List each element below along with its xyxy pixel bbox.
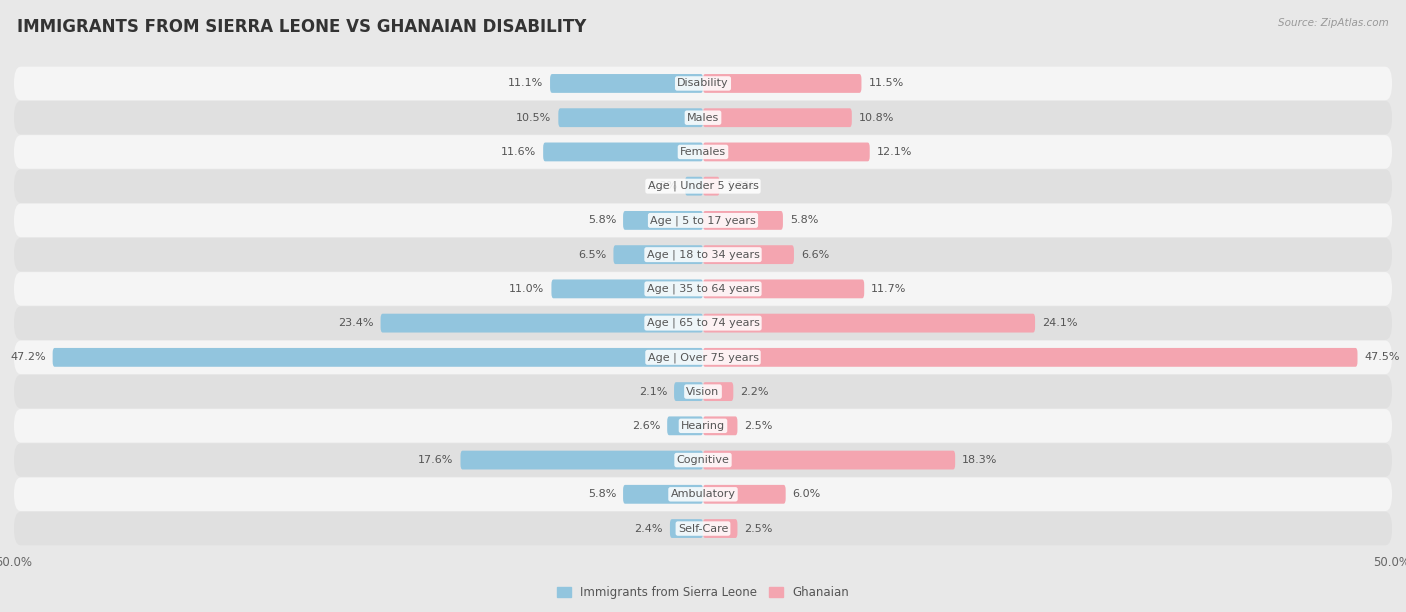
FancyBboxPatch shape — [703, 519, 738, 538]
Text: 10.8%: 10.8% — [859, 113, 894, 122]
FancyBboxPatch shape — [14, 272, 1392, 305]
FancyBboxPatch shape — [14, 170, 1392, 203]
Text: 18.3%: 18.3% — [962, 455, 997, 465]
Text: Age | 18 to 34 years: Age | 18 to 34 years — [647, 250, 759, 260]
FancyBboxPatch shape — [703, 108, 852, 127]
Text: IMMIGRANTS FROM SIERRA LEONE VS GHANAIAN DISABILITY: IMMIGRANTS FROM SIERRA LEONE VS GHANAIAN… — [17, 18, 586, 36]
Text: 5.8%: 5.8% — [790, 215, 818, 225]
FancyBboxPatch shape — [14, 375, 1392, 408]
FancyBboxPatch shape — [14, 238, 1392, 271]
FancyBboxPatch shape — [703, 280, 865, 298]
FancyBboxPatch shape — [14, 477, 1392, 511]
Text: Age | 65 to 74 years: Age | 65 to 74 years — [647, 318, 759, 329]
Text: 6.6%: 6.6% — [801, 250, 830, 259]
Text: 17.6%: 17.6% — [418, 455, 454, 465]
FancyBboxPatch shape — [668, 416, 703, 435]
Text: 2.1%: 2.1% — [638, 387, 668, 397]
FancyBboxPatch shape — [703, 450, 955, 469]
Text: 23.4%: 23.4% — [339, 318, 374, 328]
FancyBboxPatch shape — [703, 314, 1035, 332]
FancyBboxPatch shape — [550, 74, 703, 93]
Text: 2.5%: 2.5% — [744, 421, 773, 431]
Text: 47.5%: 47.5% — [1364, 353, 1400, 362]
FancyBboxPatch shape — [703, 74, 862, 93]
Text: 11.7%: 11.7% — [872, 284, 907, 294]
Legend: Immigrants from Sierra Leone, Ghanaian: Immigrants from Sierra Leone, Ghanaian — [553, 581, 853, 603]
FancyBboxPatch shape — [703, 177, 720, 196]
FancyBboxPatch shape — [613, 245, 703, 264]
FancyBboxPatch shape — [551, 280, 703, 298]
Text: 2.4%: 2.4% — [634, 523, 664, 534]
FancyBboxPatch shape — [703, 382, 734, 401]
Text: Vision: Vision — [686, 387, 720, 397]
Text: 2.2%: 2.2% — [740, 387, 769, 397]
Text: 12.1%: 12.1% — [876, 147, 912, 157]
FancyBboxPatch shape — [703, 245, 794, 264]
Text: 2.6%: 2.6% — [631, 421, 661, 431]
FancyBboxPatch shape — [14, 512, 1392, 545]
FancyBboxPatch shape — [703, 211, 783, 230]
FancyBboxPatch shape — [14, 341, 1392, 374]
FancyBboxPatch shape — [461, 450, 703, 469]
Text: Self-Care: Self-Care — [678, 523, 728, 534]
Text: Ambulatory: Ambulatory — [671, 490, 735, 499]
Text: Disability: Disability — [678, 78, 728, 89]
Text: 1.2%: 1.2% — [727, 181, 755, 191]
Text: Age | 35 to 64 years: Age | 35 to 64 years — [647, 283, 759, 294]
FancyBboxPatch shape — [52, 348, 703, 367]
Text: 5.8%: 5.8% — [588, 215, 616, 225]
FancyBboxPatch shape — [623, 211, 703, 230]
Text: 24.1%: 24.1% — [1042, 318, 1077, 328]
FancyBboxPatch shape — [14, 409, 1392, 442]
FancyBboxPatch shape — [558, 108, 703, 127]
FancyBboxPatch shape — [14, 101, 1392, 135]
Text: 11.5%: 11.5% — [869, 78, 904, 89]
FancyBboxPatch shape — [685, 177, 703, 196]
Text: Age | Under 5 years: Age | Under 5 years — [648, 181, 758, 192]
Text: 2.5%: 2.5% — [744, 523, 773, 534]
Text: 11.6%: 11.6% — [501, 147, 536, 157]
Text: Cognitive: Cognitive — [676, 455, 730, 465]
Text: 6.0%: 6.0% — [793, 490, 821, 499]
FancyBboxPatch shape — [14, 307, 1392, 340]
Text: 47.2%: 47.2% — [10, 353, 46, 362]
Text: Males: Males — [688, 113, 718, 122]
FancyBboxPatch shape — [14, 204, 1392, 237]
FancyBboxPatch shape — [14, 443, 1392, 477]
FancyBboxPatch shape — [14, 67, 1392, 100]
Text: Age | 5 to 17 years: Age | 5 to 17 years — [650, 215, 756, 226]
FancyBboxPatch shape — [703, 485, 786, 504]
Text: 11.0%: 11.0% — [509, 284, 544, 294]
FancyBboxPatch shape — [623, 485, 703, 504]
Text: Hearing: Hearing — [681, 421, 725, 431]
FancyBboxPatch shape — [703, 143, 870, 162]
FancyBboxPatch shape — [669, 519, 703, 538]
FancyBboxPatch shape — [381, 314, 703, 332]
FancyBboxPatch shape — [14, 135, 1392, 169]
Text: 1.3%: 1.3% — [650, 181, 678, 191]
FancyBboxPatch shape — [543, 143, 703, 162]
Text: 6.5%: 6.5% — [578, 250, 606, 259]
Text: 10.5%: 10.5% — [516, 113, 551, 122]
Text: Source: ZipAtlas.com: Source: ZipAtlas.com — [1278, 18, 1389, 28]
Text: Age | Over 75 years: Age | Over 75 years — [648, 352, 758, 362]
Text: 5.8%: 5.8% — [588, 490, 616, 499]
FancyBboxPatch shape — [673, 382, 703, 401]
Text: Females: Females — [681, 147, 725, 157]
FancyBboxPatch shape — [703, 416, 738, 435]
FancyBboxPatch shape — [703, 348, 1358, 367]
Text: 11.1%: 11.1% — [508, 78, 543, 89]
